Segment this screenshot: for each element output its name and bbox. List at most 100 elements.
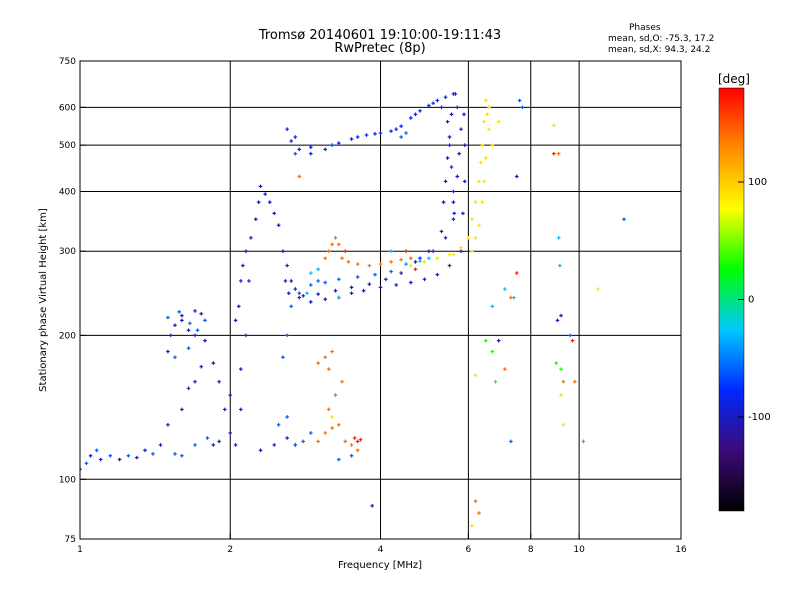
data-point — [514, 174, 519, 179]
data-point — [337, 242, 341, 247]
data-point — [305, 291, 309, 296]
data-point — [330, 242, 334, 247]
data-point — [88, 453, 93, 458]
data-point — [509, 295, 513, 300]
data-point — [399, 257, 403, 262]
data-point — [241, 263, 245, 268]
data-point — [559, 313, 563, 318]
data-point — [343, 439, 348, 444]
colorbar-ticks: -100 0 100 — [738, 177, 771, 423]
data-point — [647, 546, 651, 550]
data-point — [323, 355, 328, 360]
data-point — [439, 229, 444, 234]
data-point — [349, 291, 354, 296]
data-point — [470, 217, 474, 222]
data-point — [517, 98, 522, 103]
data-point — [470, 523, 474, 528]
data-point — [330, 415, 334, 419]
data-point — [233, 443, 238, 447]
data-point — [408, 256, 413, 261]
data-point — [180, 453, 184, 458]
data-point — [297, 147, 302, 152]
data-point — [158, 443, 163, 447]
data-point — [554, 361, 559, 365]
data-point — [514, 271, 519, 275]
data-point — [418, 109, 422, 113]
data-point — [490, 349, 495, 354]
data-point — [455, 105, 460, 110]
data-point — [308, 431, 313, 435]
x-tick-label: 1 — [77, 545, 83, 555]
data-point — [455, 174, 460, 179]
colorbar-label: [deg] — [718, 72, 750, 86]
data-point — [297, 291, 302, 296]
data-point — [308, 283, 313, 287]
data-point — [253, 217, 258, 222]
data-point — [552, 123, 556, 128]
data-point — [570, 338, 575, 343]
data-point — [98, 457, 103, 462]
data-point — [166, 315, 170, 320]
data-point — [340, 256, 344, 261]
data-point — [378, 131, 383, 135]
data-point — [316, 361, 320, 365]
data-point — [168, 333, 173, 338]
data-point — [378, 285, 383, 290]
data-point — [482, 179, 486, 184]
axis-ticks: 1 2 4 6 8 10 16 75 100 200 300 400 500 600 750 — [59, 57, 687, 555]
data-point — [180, 318, 184, 323]
data-point — [558, 263, 562, 268]
y-tick-label: 100 — [59, 475, 76, 485]
data-point — [556, 151, 561, 156]
data-point — [211, 361, 216, 365]
data-point — [461, 211, 465, 216]
data-point — [195, 328, 200, 333]
data-point — [199, 311, 204, 316]
data-point — [435, 98, 440, 103]
data-point — [166, 349, 170, 354]
data-point — [443, 179, 448, 184]
data-point — [228, 431, 233, 435]
data-point — [389, 249, 393, 254]
data-point — [445, 156, 450, 160]
data-point — [337, 295, 341, 300]
data-point — [559, 393, 563, 397]
colorbar-tick-label: -100 — [748, 412, 771, 423]
data-point — [459, 127, 463, 131]
data-point — [180, 313, 184, 318]
data-point — [193, 333, 197, 338]
data-point — [596, 287, 600, 291]
data-point — [239, 279, 243, 283]
data-point — [323, 256, 328, 261]
data-point — [447, 263, 452, 268]
data-point — [173, 323, 177, 328]
data-point — [435, 256, 440, 261]
data-point — [151, 452, 155, 456]
data-point — [520, 105, 525, 110]
data-point — [301, 439, 305, 444]
data-point — [473, 236, 478, 240]
data-point — [173, 452, 177, 456]
data-point — [316, 267, 320, 272]
data-point — [404, 131, 408, 135]
data-point — [285, 127, 289, 131]
data-point — [256, 200, 261, 204]
data-point — [443, 236, 448, 240]
data-point — [297, 174, 302, 179]
data-point — [343, 249, 348, 254]
data-point — [211, 443, 216, 447]
colorbar-tick-label: 100 — [748, 177, 767, 188]
data-point — [281, 355, 285, 360]
data-point — [445, 119, 450, 124]
data-point — [404, 249, 408, 254]
data-point — [459, 245, 463, 250]
data-point — [404, 262, 408, 266]
data-point — [272, 211, 277, 216]
data-point — [439, 105, 444, 110]
data-point — [285, 263, 289, 268]
phase-stats-o-line: mean, sd,O: -75.3, 17.2 — [608, 34, 715, 44]
data-point — [399, 135, 403, 139]
data-point — [373, 272, 377, 277]
data-point — [399, 124, 403, 128]
